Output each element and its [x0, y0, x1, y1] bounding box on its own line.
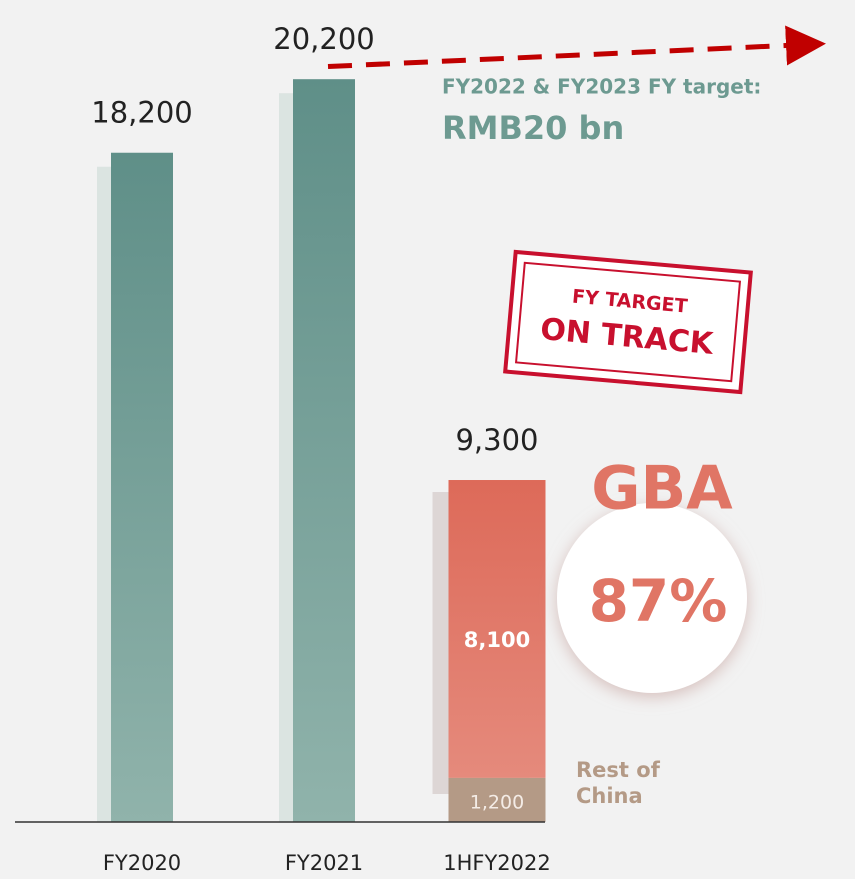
x-tick-label: FY2021 — [285, 851, 363, 875]
x-tick-label: 1HFY2022 — [443, 851, 551, 875]
value-label: 20,200 — [273, 22, 374, 56]
value-label: 8,100 — [464, 628, 530, 652]
stamp-inner-border — [514, 261, 742, 383]
share-circle — [557, 503, 747, 693]
value-label: 1,200 — [470, 791, 524, 813]
target-value-text: RMB20 bn — [442, 109, 624, 147]
total-label: 9,300 — [455, 423, 538, 457]
stamp-border — [503, 249, 753, 395]
target-arrow — [327, 25, 826, 70]
gba-label: GBA — [591, 454, 733, 524]
stamp: FY TARGET ON TRACK — [503, 249, 753, 395]
share-label: 87% — [589, 567, 728, 635]
value-label: 18,200 — [91, 96, 192, 130]
rest-of-china-label: Rest of China — [576, 758, 660, 808]
bar — [448, 480, 546, 778]
bar — [111, 152, 173, 823]
target-text: FY2022 & FY2023 FY target: — [442, 75, 761, 99]
bar — [293, 79, 355, 822]
x-tick-label: FY2020 — [103, 851, 181, 875]
bar — [448, 777, 546, 822]
